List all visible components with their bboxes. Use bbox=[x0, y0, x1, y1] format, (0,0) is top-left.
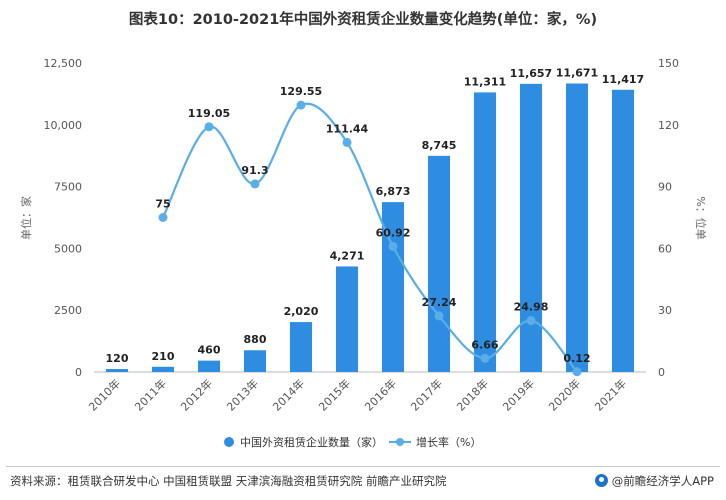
y2-tick-label: 60 bbox=[658, 242, 672, 255]
legend: 中国外资租赁企业数量（家） 增长率（%） bbox=[224, 435, 481, 449]
line-data-labels: 75 119.05 91.3 129.55 111.44 60.92 27.24 6.66 24… bbox=[155, 85, 590, 365]
line-point bbox=[250, 179, 260, 189]
y2-tick-label: 0 bbox=[658, 366, 665, 379]
y2-tick-label: 30 bbox=[658, 304, 672, 317]
line-value-label: 6.66 bbox=[471, 338, 498, 351]
bar bbox=[335, 266, 359, 372]
bar bbox=[427, 155, 451, 372]
line-value-label: 75 bbox=[155, 198, 170, 211]
line-point bbox=[480, 353, 490, 363]
bar bbox=[105, 369, 129, 372]
bar bbox=[243, 350, 267, 372]
bar bbox=[151, 366, 175, 372]
bar-value-label: 460 bbox=[198, 344, 221, 357]
y-tick-label: 5000 bbox=[54, 242, 82, 255]
line-value-label: 27.24 bbox=[422, 296, 457, 309]
line-value-label: 119.05 bbox=[188, 107, 230, 120]
line-value-label: 91.3 bbox=[241, 164, 268, 177]
y-tick-label: 10,000 bbox=[44, 119, 83, 132]
x-tick-label: 2012年 bbox=[178, 376, 215, 413]
y2-tick-label: 120 bbox=[658, 119, 679, 132]
line-point bbox=[158, 213, 168, 222]
bar-value-label: 11,657 bbox=[510, 67, 552, 80]
y-axis-ticks: 0 2500 5000 7500 10,000 12,500 bbox=[44, 57, 83, 379]
bar bbox=[381, 202, 405, 372]
line-point bbox=[434, 311, 444, 321]
bar-value-label: 11,311 bbox=[464, 75, 506, 88]
y-axis-title: 单位：家 bbox=[19, 196, 33, 240]
y2-tick-label: 90 bbox=[658, 181, 672, 194]
legend-bar-label: 中国外资租赁企业数量（家） bbox=[240, 435, 383, 449]
line-value-label: 60.92 bbox=[376, 227, 411, 240]
x-tick-label: 2016年 bbox=[362, 376, 399, 413]
circle-logo-icon bbox=[594, 474, 608, 487]
bar-value-label: 880 bbox=[244, 333, 267, 346]
x-tick-label: 2020年 bbox=[546, 376, 583, 413]
bar bbox=[289, 322, 313, 372]
y-axis-label: 单位：家 bbox=[19, 196, 33, 240]
brand-text: @前瞻经济学人APP bbox=[611, 474, 714, 488]
x-tick-label: 2018年 bbox=[454, 376, 491, 413]
x-tick-label: 2011年 bbox=[132, 376, 169, 413]
brand-credit: @前瞻经济学人APP bbox=[594, 473, 714, 489]
legend-bar-marker bbox=[224, 437, 234, 447]
line-point bbox=[526, 316, 536, 326]
bar bbox=[565, 83, 589, 372]
bar-data-labels: 120 210 460 880 2,020 4,271 6,873 8,745 11,311 11… bbox=[106, 66, 645, 365]
line-value-label: 129.55 bbox=[280, 85, 322, 98]
source-note: 资料来源：租赁联合研发中心 中国租赁联盟 天津滨海融资租赁研究院 前瞻产业研究院 bbox=[10, 474, 447, 488]
line-value-label: 0.12 bbox=[563, 352, 590, 365]
footer-divider bbox=[6, 466, 720, 467]
bar-value-label: 210 bbox=[152, 350, 175, 363]
chart-title: 图表10：2010-2021年中国外资租赁企业数量变化趋势(单位：家，%) bbox=[128, 12, 598, 28]
x-axis-ticks: 2010年 2011年 2012年 2013年 2014年 2015年 2016年 2017年… bbox=[86, 376, 629, 413]
y2-axis-ticks: 0 30 60 90 120 150 bbox=[658, 57, 679, 379]
line-point bbox=[388, 242, 398, 252]
y-tick-label: 0 bbox=[75, 366, 82, 379]
y-tick-label: 7500 bbox=[54, 181, 82, 194]
x-tick-label: 2019年 bbox=[500, 376, 537, 413]
bar-value-label: 8,745 bbox=[422, 139, 457, 152]
x-tick-label: 2017年 bbox=[408, 376, 445, 413]
bar bbox=[197, 360, 221, 372]
x-tick-label: 2014年 bbox=[270, 376, 307, 413]
legend-line-label: 增长率（%） bbox=[416, 435, 481, 449]
y2-axis-title: %：位单 bbox=[694, 196, 708, 239]
x-tick-label: 2010年 bbox=[86, 376, 123, 413]
y2-tick-label: 150 bbox=[658, 57, 679, 70]
bar-value-label: 11,417 bbox=[602, 73, 644, 86]
bar-value-label: 4,271 bbox=[330, 249, 365, 262]
y-tick-label: 2500 bbox=[54, 304, 82, 317]
bar bbox=[519, 83, 543, 372]
y-tick-label: 12,500 bbox=[44, 57, 83, 70]
bar-value-label: 120 bbox=[106, 352, 129, 365]
bar bbox=[611, 89, 635, 372]
line-point bbox=[572, 367, 582, 377]
x-tick-label: 2015年 bbox=[316, 376, 353, 413]
y2-axis-label: %：位单 bbox=[694, 196, 708, 239]
x-tick-label: 2021年 bbox=[592, 376, 629, 413]
growth-rate-line bbox=[162, 102, 578, 373]
x-tick-label: 2013年 bbox=[224, 376, 261, 413]
line-point bbox=[296, 100, 306, 110]
line-series bbox=[158, 100, 582, 377]
line-point bbox=[204, 122, 214, 132]
bar bbox=[473, 92, 497, 372]
bar-value-label: 11,671 bbox=[556, 66, 598, 79]
bar-value-label: 6,873 bbox=[376, 185, 411, 198]
line-value-label: 24.98 bbox=[514, 301, 549, 314]
bar-series bbox=[105, 83, 635, 372]
legend-line-marker bbox=[396, 438, 404, 446]
bar-value-label: 2,020 bbox=[284, 305, 319, 318]
line-point bbox=[342, 137, 352, 147]
line-value-label: 111.44 bbox=[326, 122, 369, 135]
